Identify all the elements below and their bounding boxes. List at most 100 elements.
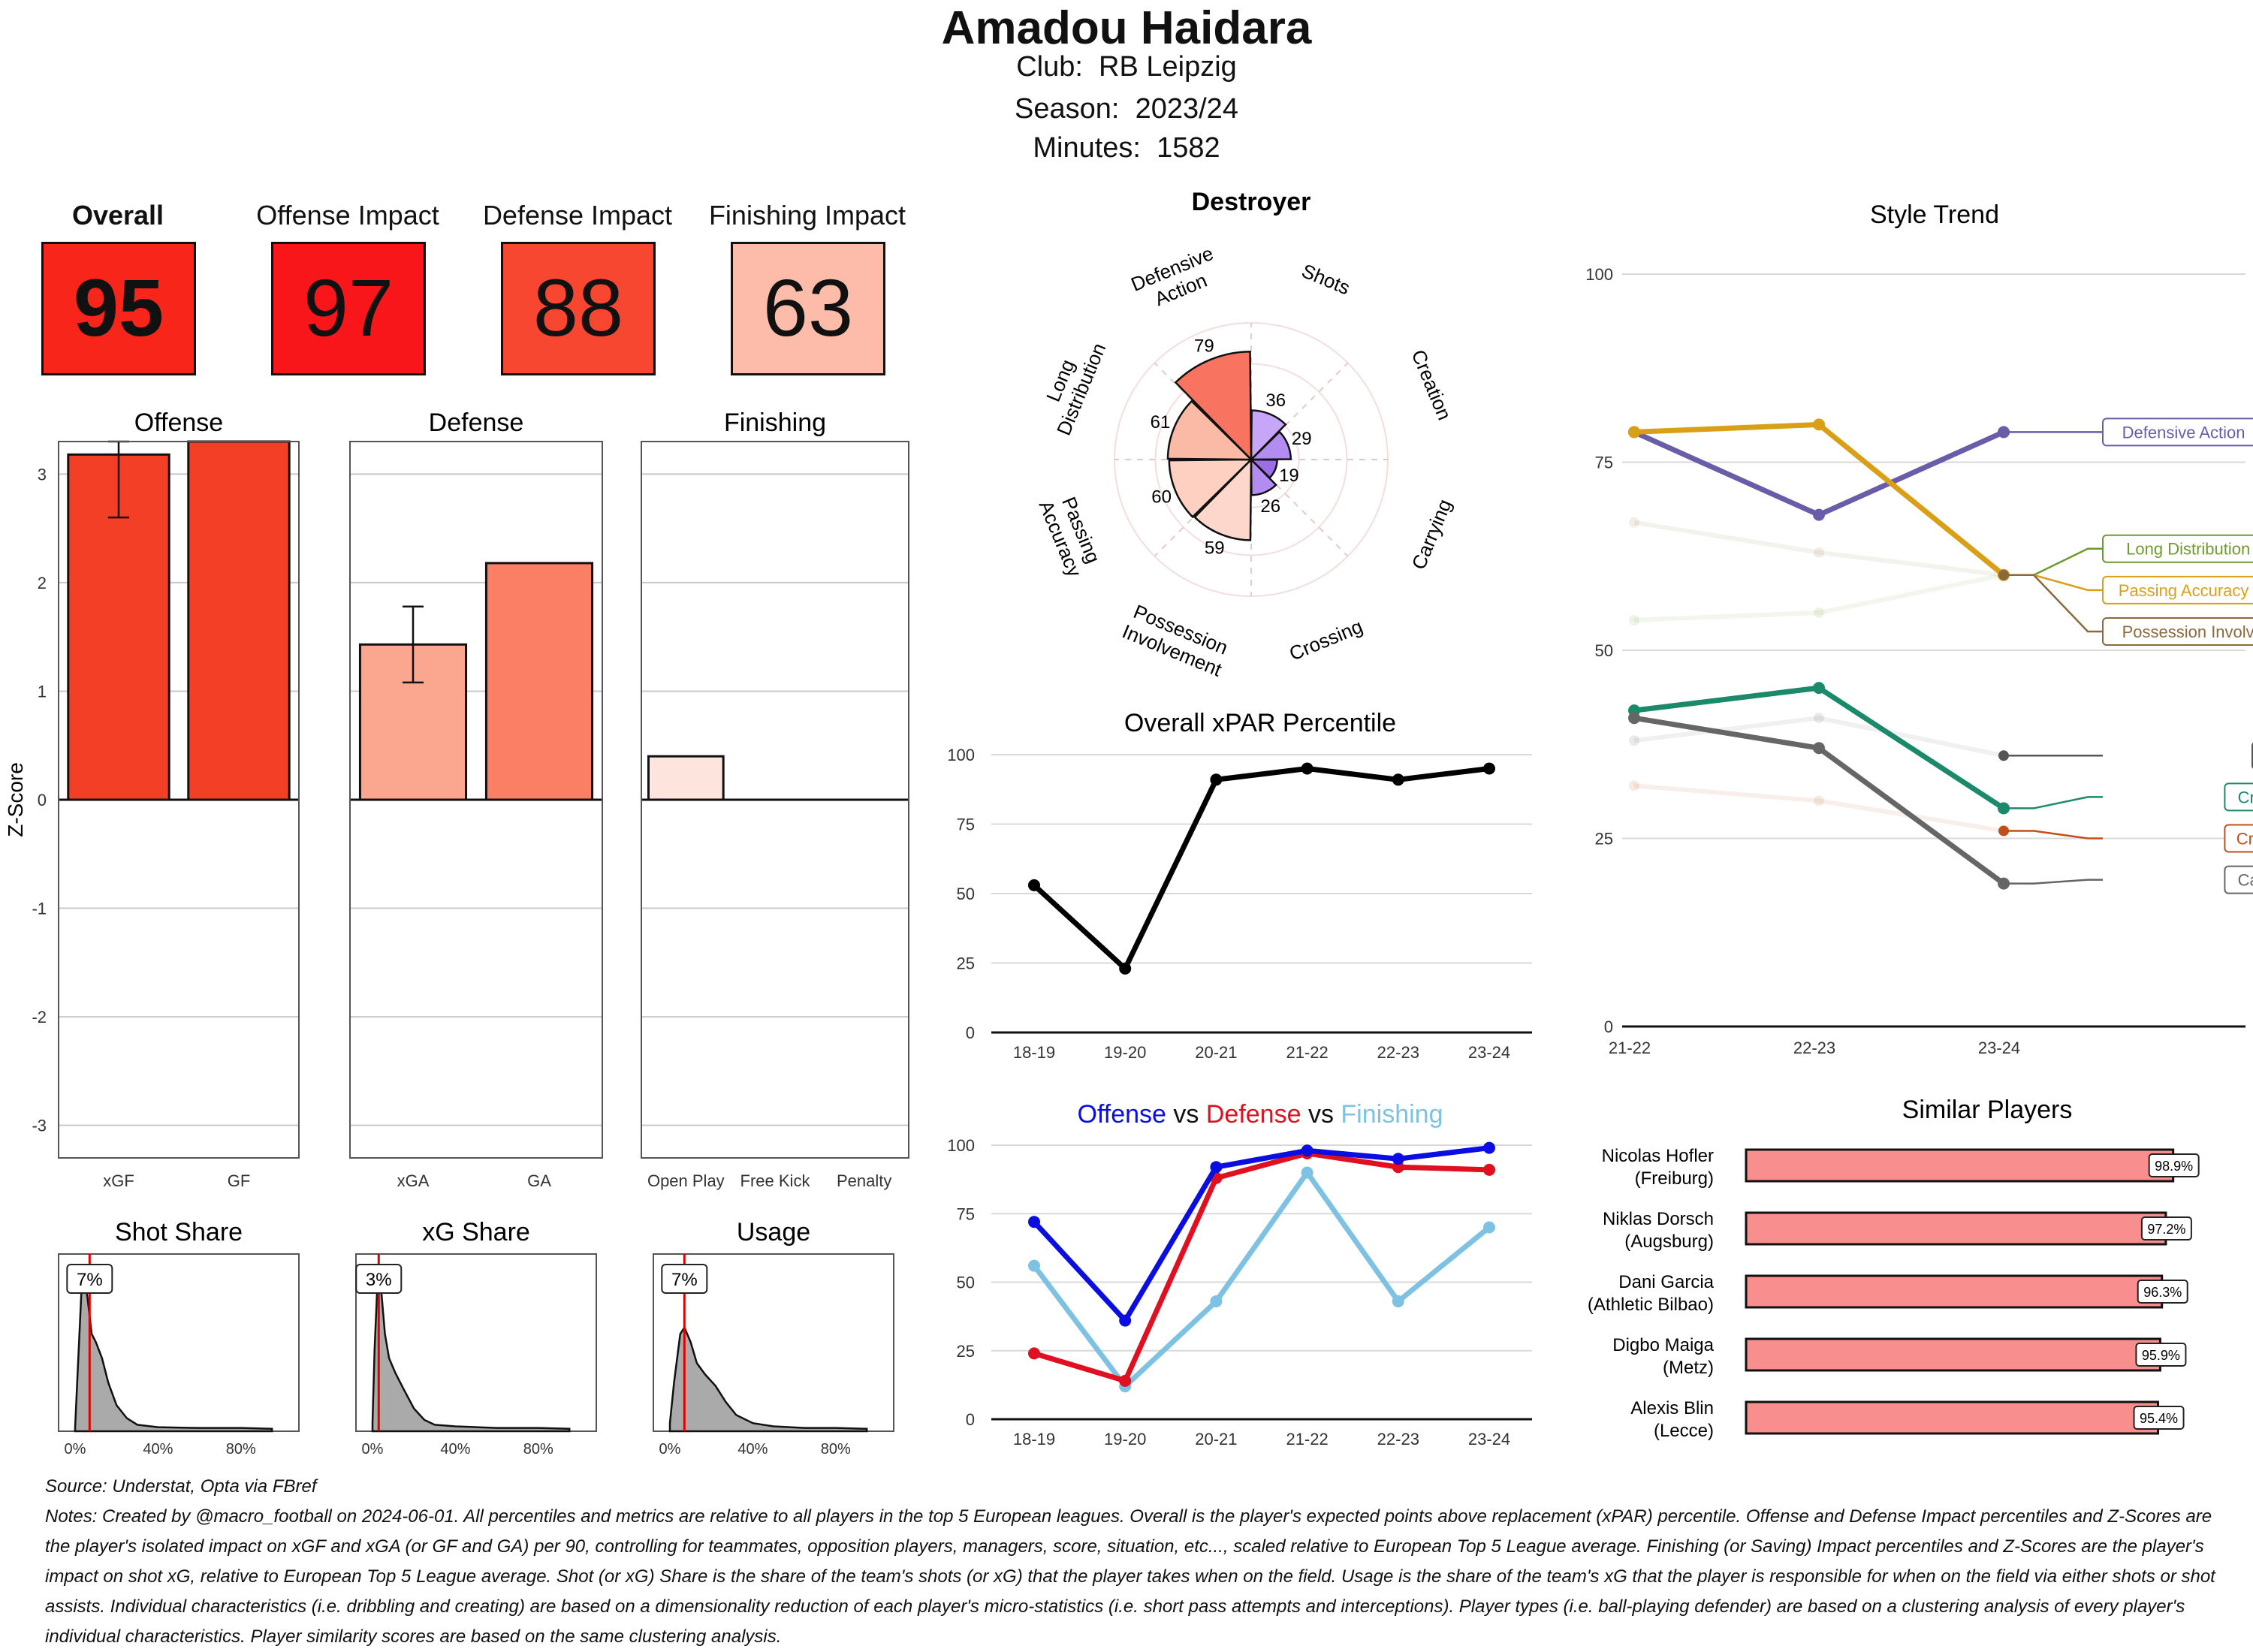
trend-point: [1629, 614, 1639, 626]
radar-category-text: Carrying: [1407, 496, 1456, 572]
xpar-percentile-chart: Overall xPAR Percentile 0 25 50 75 100 18-19 19…: [947, 709, 1532, 1062]
trend-point: [1813, 742, 1825, 755]
facet-title: Finishing: [724, 408, 826, 437]
radar-spoke: [1154, 362, 1252, 460]
bar: [647, 755, 725, 801]
similar-bar: [1745, 1400, 2160, 1435]
trend-point: [1814, 795, 1824, 806]
similar-label-box: [2135, 1343, 2187, 1367]
radar-value-label: 29: [1292, 429, 1312, 449]
x-tick-label: 21-22: [1286, 1430, 1328, 1449]
similar-player-club: (Athletic Bilbao): [1588, 1295, 1714, 1315]
radar-category-label: Shots: [1298, 259, 1353, 299]
x-tick-label: 23-24: [1978, 1039, 2020, 1057]
value-label-box: [661, 1264, 708, 1294]
y-tick-label: 1: [38, 682, 47, 701]
club-line: Club: RB Leipzig: [0, 51, 2253, 83]
y-tick-label: 75: [957, 1204, 975, 1223]
trend-label: Creation: [2238, 788, 2253, 806]
season-label: Season:: [1015, 93, 1120, 125]
similar-label: 95.4%: [2140, 1411, 2178, 1426]
radar-ring: [1154, 363, 1348, 556]
radar-slice: [1250, 409, 1287, 463]
trend-point: [1813, 508, 1825, 521]
x-tick-label: GA: [527, 1171, 551, 1190]
facet-title: Defense: [429, 408, 524, 437]
y-tick-label: 0: [966, 1023, 975, 1042]
value-label: 7%: [77, 1270, 103, 1290]
radar-value-label: 61: [1151, 412, 1171, 433]
y-tick-label: -2: [32, 1008, 47, 1026]
similar-bar: [1745, 1337, 2161, 1372]
x-tick-label: GF: [228, 1171, 251, 1190]
trend-label-box: [2224, 824, 2253, 853]
x-tick-label: 20-21: [1195, 1043, 1237, 1062]
odf-point: [1210, 1161, 1223, 1174]
density-curve: [668, 1325, 868, 1433]
similar-bar: [1745, 1148, 2175, 1183]
odf-title-part: Finishing: [1334, 1100, 1443, 1129]
radar-slice: [1174, 350, 1253, 463]
bar: [484, 562, 594, 801]
season-value: 2023/24: [1135, 93, 1238, 125]
trend-point: [1813, 418, 1825, 431]
x-tick-label: 0%: [65, 1441, 86, 1457]
trend-point: [1814, 607, 1824, 618]
odf-title-part: vs: [1301, 1100, 1334, 1129]
odf-line: [1032, 1145, 1490, 1325]
trend-point: [1629, 517, 1639, 528]
odf-point: [1483, 1141, 1495, 1154]
facet-frame: [641, 441, 909, 1159]
similar-player-club: (Augsburg): [1624, 1231, 1714, 1252]
y-tick-label: 3: [38, 465, 47, 484]
odf-title-part: Offense: [1078, 1100, 1166, 1129]
xpar-point: [1301, 762, 1313, 775]
similar-title: Similar Players: [1902, 1096, 2073, 1124]
radar-value-label: 19: [1279, 466, 1299, 486]
xpar-point: [1210, 773, 1223, 786]
odf-point: [1392, 1161, 1404, 1174]
metric-finishing-label: Finishing Impact: [708, 200, 906, 231]
trend-point: [1629, 780, 1639, 791]
value-label-box: [355, 1264, 403, 1294]
trend-label: Defensive Action: [2122, 423, 2245, 442]
trend-series: Shots: [1629, 713, 2253, 769]
x-tick-label: Free Kick: [740, 1171, 811, 1190]
metric-defense-box: 88: [501, 242, 656, 375]
offense-defense-finishing-chart: Offense vs Defense vs Finishing 0 25 50 75 10…: [947, 1100, 1532, 1449]
radar-category-text: Creation: [1407, 346, 1456, 423]
similar-bar: [1745, 1211, 2167, 1246]
odf-point: [1028, 1259, 1040, 1272]
density-curve: [371, 1277, 571, 1433]
similar-label: 95.9%: [2142, 1348, 2180, 1363]
x-tick-label: xGA: [397, 1171, 430, 1190]
x-tick-label: 80%: [226, 1441, 256, 1457]
radar-spoke: [1250, 362, 1349, 460]
odf-point: [1028, 1216, 1040, 1228]
xpar-line: [1032, 765, 1490, 973]
source-note: Source: Understat, Opta via FBref: [45, 1476, 317, 1497]
trend-leader: [2004, 574, 2103, 633]
xpar-point: [1483, 762, 1495, 775]
metric-offense-box: 97: [271, 242, 426, 375]
density-title: Shot Share: [115, 1218, 243, 1247]
trend-series: Crossing: [1629, 780, 2253, 853]
y-tick-label: 0: [38, 791, 47, 809]
x-tick-label: Open Play: [647, 1171, 725, 1190]
radar-spoke: [1154, 459, 1252, 557]
style-radar-chart: Destroyer 36 Shots 29 Creation 19 Carrying 26 Cr…: [1035, 188, 1456, 681]
similar-label-box: [2137, 1280, 2188, 1304]
odf-title: Offense vs Defense vs Finishing: [1078, 1100, 1443, 1129]
x-tick-label: xGF: [103, 1171, 134, 1190]
odf-title-part: vs: [1166, 1100, 1199, 1129]
x-tick-label: 40%: [143, 1441, 173, 1457]
facet-frame: [58, 441, 300, 1159]
trend-label-box: [2224, 782, 2253, 812]
y-tick-label: 25: [957, 1342, 975, 1361]
similar-label-box: [2133, 1406, 2185, 1430]
trend-point: [1628, 426, 1640, 439]
odf-point: [1392, 1295, 1404, 1308]
xpar-point: [1392, 773, 1404, 786]
